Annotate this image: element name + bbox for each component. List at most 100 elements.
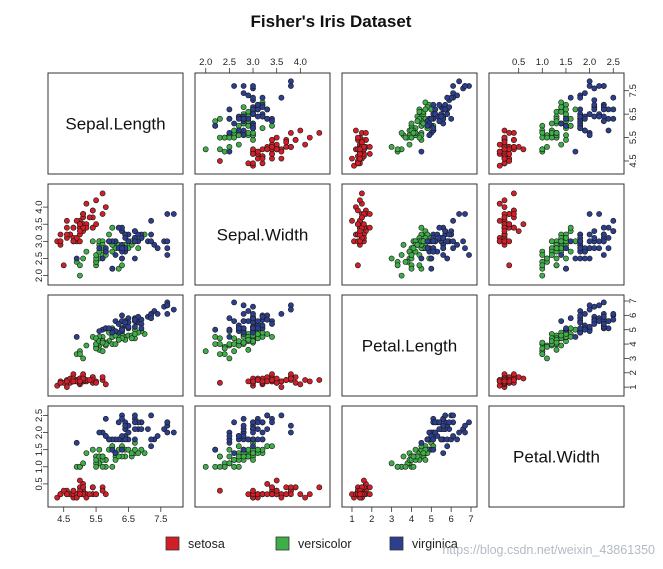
panel-petal-length-vs-sepal-width xyxy=(194,294,331,397)
data-point-versicolor xyxy=(414,118,421,125)
data-point-setosa xyxy=(316,377,323,383)
data-point-versicolor xyxy=(212,333,219,340)
panel-sepal-length-vs-sepal-length: Sepal.Length xyxy=(47,72,184,175)
data-point-virginica xyxy=(231,318,237,324)
data-point-virginica xyxy=(115,321,122,327)
y-axis-sepal-width: 2.0 2.5 3.0 3.5 4.0 xyxy=(34,201,49,282)
data-point-versicolor xyxy=(80,255,86,262)
data-point-setosa xyxy=(64,217,70,224)
data-point-virginica xyxy=(119,245,125,252)
data-point-setosa xyxy=(250,160,256,167)
data-point-versicolor xyxy=(539,339,546,346)
data-point-virginica xyxy=(154,245,161,252)
data-point-virginica xyxy=(240,90,247,96)
variable-label: Petal.Length xyxy=(362,337,457,356)
data-point-setosa xyxy=(278,155,285,162)
data-point-virginica xyxy=(125,238,132,245)
data-point-versicolor xyxy=(226,453,233,460)
data-point-virginica xyxy=(418,148,425,155)
data-point-versicolor xyxy=(216,146,223,153)
data-point-versicolor xyxy=(264,443,271,450)
panel-frame xyxy=(47,72,184,175)
data-point-setosa xyxy=(511,211,517,217)
data-point-setosa xyxy=(259,155,266,162)
data-point-virginica xyxy=(591,228,598,234)
data-point-virginica xyxy=(432,429,439,436)
tick-label: 4 xyxy=(409,514,414,525)
data-point-setosa xyxy=(216,379,223,386)
data-point-setosa xyxy=(99,374,106,380)
data-point-setosa xyxy=(250,487,256,494)
data-point-virginica xyxy=(254,325,261,332)
data-point-virginica xyxy=(112,450,119,456)
data-point-virginica xyxy=(144,426,151,432)
data-point-virginica xyxy=(462,83,468,89)
panel-petal-width-vs-petal-width: Petal.Width xyxy=(488,405,625,508)
data-point-setosa xyxy=(283,139,290,146)
data-point-virginica xyxy=(436,101,443,108)
data-point-virginica xyxy=(154,310,161,317)
data-point-versicolor xyxy=(563,255,569,262)
tick-label: 4 xyxy=(628,341,639,346)
data-point-virginica xyxy=(450,245,456,252)
data-point-virginica xyxy=(170,306,177,313)
data-point-versicolor xyxy=(544,355,550,362)
data-point-versicolor xyxy=(539,345,546,352)
data-point-setosa xyxy=(515,374,522,380)
legend-label: setosa xyxy=(188,537,225,551)
data-point-setosa xyxy=(362,129,369,136)
data-point-setosa xyxy=(302,377,308,383)
data-point-virginica xyxy=(264,412,271,419)
data-point-virginica xyxy=(610,115,617,122)
data-point-setosa xyxy=(292,379,299,386)
data-point-virginica xyxy=(450,90,456,96)
data-point-virginica xyxy=(245,92,252,99)
data-point-versicolor xyxy=(216,115,223,122)
data-point-setosa xyxy=(102,491,109,498)
data-point-virginica xyxy=(596,113,602,120)
data-point-setosa xyxy=(273,134,280,141)
data-point-virginica xyxy=(164,252,171,258)
data-point-setosa xyxy=(506,129,513,136)
data-point-virginica xyxy=(109,265,116,272)
data-point-versicolor xyxy=(231,335,237,342)
data-point-virginica xyxy=(131,426,138,432)
tick-label: 3 xyxy=(628,356,639,361)
data-point-virginica xyxy=(600,83,607,89)
data-point-versicolor xyxy=(245,336,252,343)
data-point-virginica xyxy=(610,94,617,101)
data-point-virginica xyxy=(170,211,177,217)
data-point-virginica xyxy=(440,450,447,456)
data-point-versicolor xyxy=(420,450,427,456)
data-point-virginica xyxy=(610,316,617,323)
data-point-virginica xyxy=(577,125,584,132)
data-point-virginica xyxy=(278,412,285,419)
data-point-virginica xyxy=(102,248,109,255)
data-point-virginica xyxy=(438,436,445,443)
variable-label: Petal.Width xyxy=(513,448,600,467)
data-point-virginica xyxy=(582,255,588,262)
data-point-setosa xyxy=(496,378,503,385)
data-point-versicolor xyxy=(235,443,242,450)
data-point-versicolor xyxy=(563,106,569,113)
data-point-setosa xyxy=(70,487,77,494)
data-point-versicolor xyxy=(416,108,423,115)
data-point-setosa xyxy=(278,384,285,390)
data-point-versicolor xyxy=(563,136,569,143)
data-point-virginica xyxy=(131,228,138,234)
panel-petal-length-vs-petal-length: Petal.Length xyxy=(341,294,478,397)
data-point-setosa xyxy=(349,217,355,224)
data-point-versicolor xyxy=(221,463,228,470)
data-point-virginica xyxy=(563,122,569,129)
panel-sepal-length-vs-petal-length xyxy=(341,72,478,175)
data-point-virginica xyxy=(424,436,431,443)
data-point-virginica xyxy=(226,333,233,340)
data-point-setosa xyxy=(360,477,367,484)
variable-label: Sepal.Length xyxy=(65,115,165,134)
data-point-setosa xyxy=(60,487,67,494)
data-point-virginica xyxy=(448,115,455,122)
data-point-versicolor xyxy=(414,241,421,248)
data-point-setosa xyxy=(278,378,285,385)
tick-label: 4.0 xyxy=(34,201,45,214)
